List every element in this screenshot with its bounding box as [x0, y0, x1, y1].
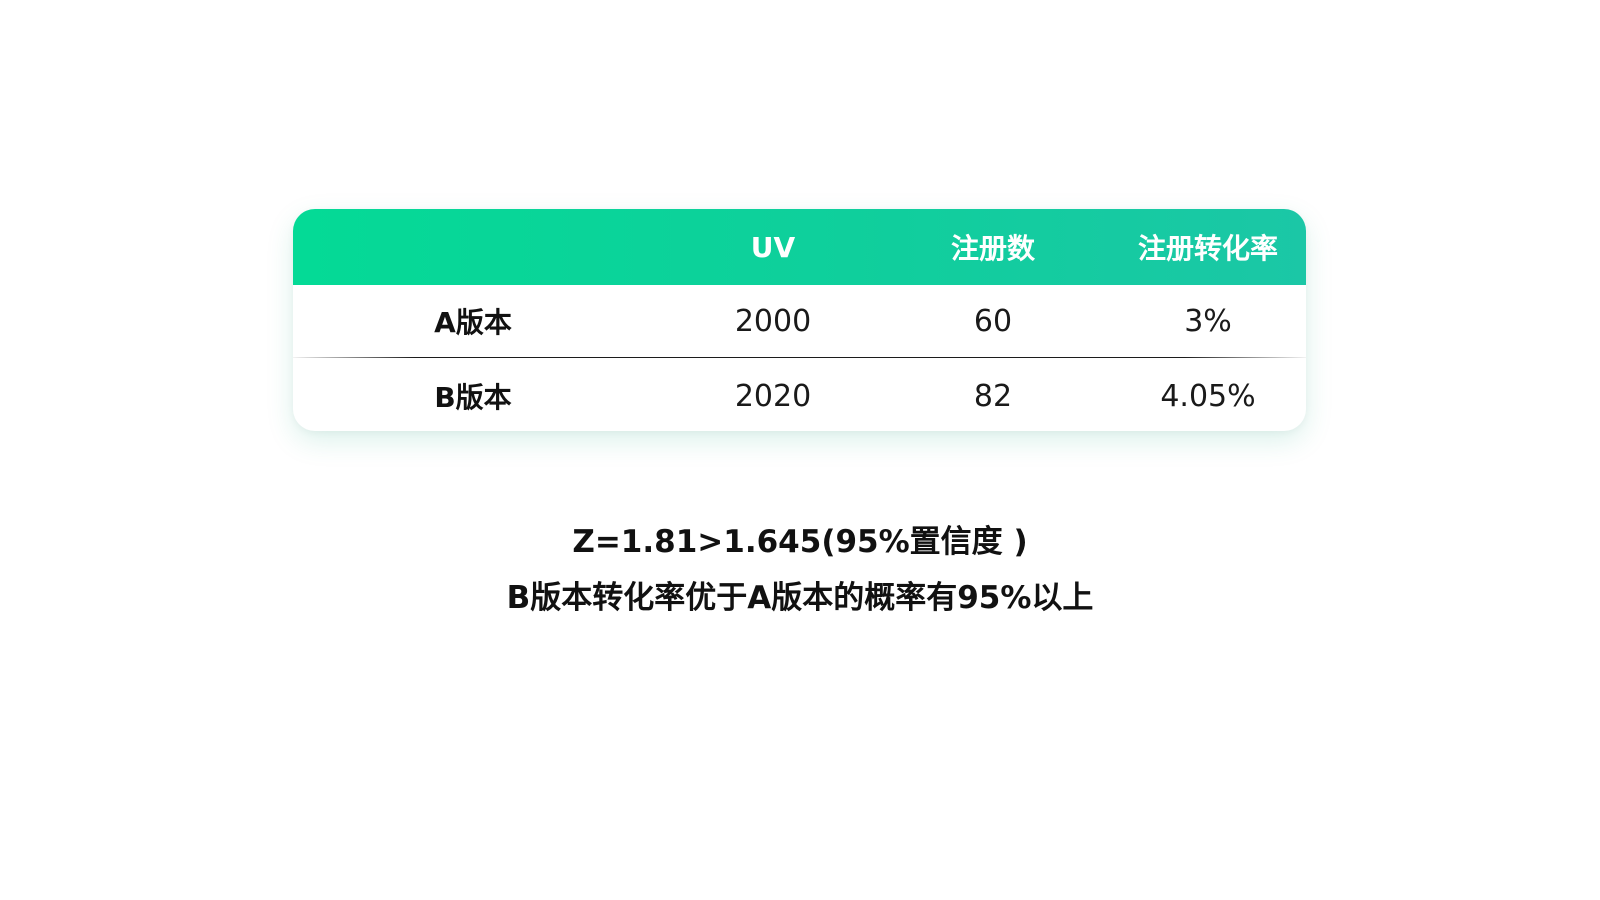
- table-row-version-a: A版本 2000 60 3%: [293, 285, 1306, 357]
- ab-test-results-table: UV 注册数 注册转化率 A版本 2000 60 3% B版本 2020 82 …: [293, 209, 1306, 431]
- header-registrations: 注册数: [950, 232, 1035, 265]
- z-score-statement: Z=1.81>1.645(95%置信度 ): [572, 524, 1028, 560]
- row-a-registrations: 60: [973, 303, 1013, 339]
- header-conversion-rate: 注册转化率: [1137, 232, 1278, 265]
- row-b-uv: 2020: [734, 378, 812, 414]
- row-b-label: B版本: [434, 381, 512, 414]
- row-divider: [293, 357, 1306, 358]
- row-a-label: A版本: [434, 306, 512, 339]
- table-header-row: UV 注册数 注册转化率: [293, 209, 1306, 285]
- table-row-version-b: B版本 2020 82 4.05%: [293, 358, 1306, 430]
- header-uv: UV: [750, 230, 796, 264]
- row-a-uv: 2000: [734, 303, 812, 339]
- row-b-conversion-rate: 4.05%: [1160, 378, 1256, 414]
- row-b-registrations: 82: [973, 378, 1013, 414]
- header-version-cell: [353, 209, 593, 285]
- row-a-conversion-rate: 3%: [1184, 303, 1232, 339]
- conclusion-statement: B版本转化率优于A版本的概率有95%以上: [506, 580, 1094, 616]
